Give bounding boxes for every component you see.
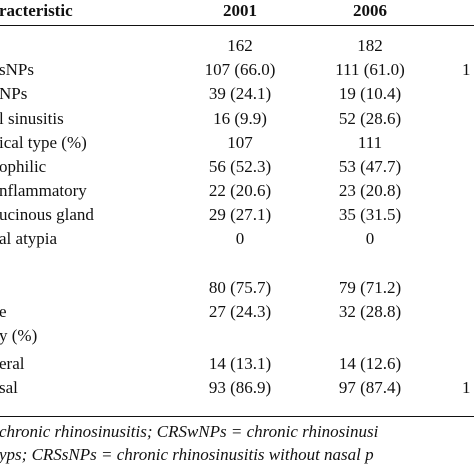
table-row: 162 182 [0,34,474,58]
cell-2001: 162 [227,36,253,55]
table-row: nflammatory 22 (20.6) 23 (20.8) [0,179,474,203]
cell-2006: 14 (12.6) [338,354,402,373]
table-row: eral 14 (13.1) 14 (12.6) [0,352,474,376]
table-row: 80 (75.7) 79 (71.2) [0,276,474,300]
table-header-row: racteristic 2001 2006 [0,0,474,24]
footnote-line-1: chronic rhinosinusitis; CRSwNPs = chroni… [0,422,379,441]
cell-2006: 35 (31.5) [338,205,402,224]
row-label: e [0,302,7,321]
cell-2001: 56 (52.3) [208,157,272,176]
row-label: NPs [0,84,28,103]
row-label: ophilic [0,157,47,176]
table-row: NPs 39 (24.1) 19 (10.4) [0,82,474,106]
cell-2001: 39 (24.1) [208,84,272,103]
cell-2006: 32 (28.8) [338,302,402,321]
cell-2006: 23 (20.8) [338,181,402,200]
cell-2001: 14 (13.1) [208,354,272,373]
cell-2006: 53 (47.7) [338,157,402,176]
row-label: al atypia [0,229,58,248]
cell-2006: 182 [357,36,383,55]
cell-2001: 29 (27.1) [208,205,272,224]
header-characteristic: racteristic [0,1,73,20]
cell-2006: 111 [357,133,383,152]
table-row: l sinusitis 16 (9.9) 52 (28.6) [0,107,474,131]
footnote-line-2: yps; CRSsNPs = chronic rhinosinusitis wi… [0,445,374,464]
table-row: al atypia 0 0 [0,227,474,251]
table-row: ical type (%) 107 111 [0,131,474,155]
table-row: sal 93 (86.9) 97 (87.4) 1 [0,376,474,400]
row-label: l sinusitis [0,109,64,128]
cell-2006: 97 (87.4) [338,378,402,397]
table-row: e 27 (24.3) 32 (28.8) [0,300,474,324]
cell-extra: 1 [462,60,471,79]
table-row: ophilic 56 (52.3) 53 (47.7) [0,155,474,179]
cell-2001: 0 [235,229,245,248]
header-rule [0,25,474,26]
cell-2001: 93 (86.9) [208,378,272,397]
cell-2006: 79 (71.2) [338,278,402,297]
table-row: ucinous gland 29 (27.1) 35 (31.5) [0,203,474,227]
row-label: ical type (%) [0,133,87,152]
cell-2006: 111 (61.0) [335,60,405,79]
cell-extra: 1 [462,378,471,397]
row-label: sNPs [0,60,34,79]
table-row: y (%) [0,324,474,348]
cell-2001: 107 [227,133,253,152]
row-label: ucinous gland [0,205,94,224]
cell-2001: 16 (9.9) [213,109,267,128]
table-row: sNPs 107 (66.0) 111 (61.0) 1 [0,58,474,82]
cell-2001: 80 (75.7) [208,278,272,297]
cell-2006: 19 (10.4) [338,84,402,103]
table-row [0,251,474,275]
bottom-rule [0,416,474,417]
cell-2001: 22 (20.6) [208,181,272,200]
row-label: nflammatory [0,181,87,200]
row-label: y (%) [0,326,38,345]
cell-2001: 27 (24.3) [208,302,272,321]
row-label: eral [0,354,25,373]
header-year-2001: 2001 [223,1,257,20]
cell-2006: 0 [365,229,375,248]
cell-2006: 52 (28.6) [338,109,402,128]
header-year-2006: 2006 [353,1,387,20]
cell-2001: 107 (66.0) [204,60,276,79]
row-label: sal [0,378,18,397]
